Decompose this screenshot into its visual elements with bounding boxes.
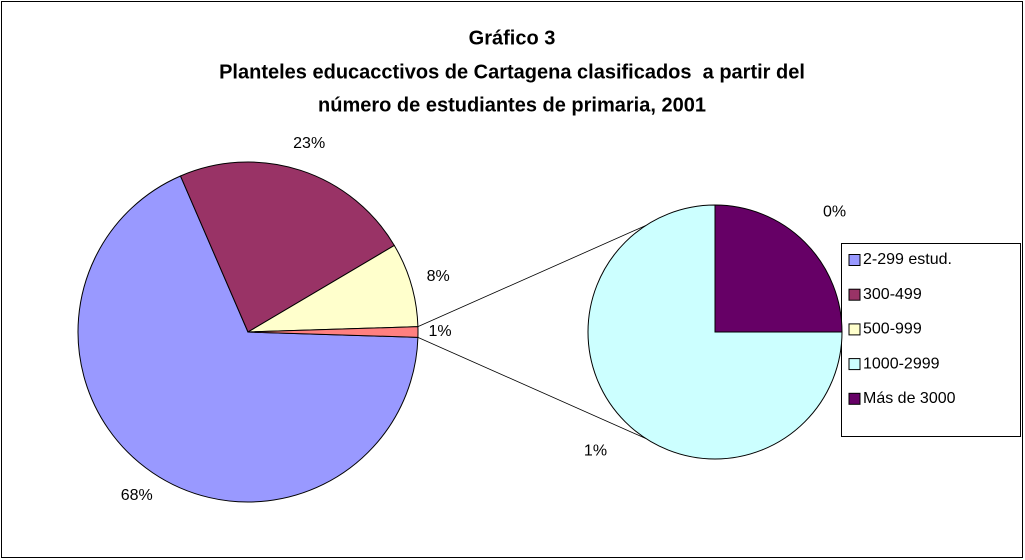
pie-slice-other [247, 326, 419, 338]
legend-label: 1000-2999 [863, 355, 940, 372]
pie-slice [714, 204, 843, 333]
data-label: 1% [584, 443, 607, 460]
pie-slice [77, 175, 419, 503]
legend-swatch [848, 323, 861, 336]
chart-title: Planteles educacctivos de Cartagena clas… [219, 61, 805, 83]
connector-line [417, 225, 646, 328]
data-label: 68% [121, 487, 153, 504]
connector-line [417, 336, 646, 439]
chart-title: número de estudiantes de primaria, 2001 [318, 94, 706, 116]
pie-slice [179, 161, 396, 333]
chart-title: Gráfico 3 [469, 27, 556, 49]
data-label: 1% [428, 323, 451, 340]
legend-swatch [848, 392, 861, 405]
legend-swatch [848, 358, 861, 371]
legend-swatch [848, 288, 861, 301]
data-label: 23% [293, 135, 325, 152]
legend-label: 500-999 [863, 321, 922, 338]
legend-box [841, 243, 1021, 437]
legend-swatch [848, 254, 861, 266]
legend-label: Más de 3000 [863, 390, 956, 407]
legend-label: 300-499 [863, 286, 922, 303]
pie-slice [587, 204, 843, 460]
data-label: 0% [823, 204, 846, 221]
legend-label: 2-299 estud. [863, 251, 952, 268]
data-label: 8% [427, 268, 450, 285]
